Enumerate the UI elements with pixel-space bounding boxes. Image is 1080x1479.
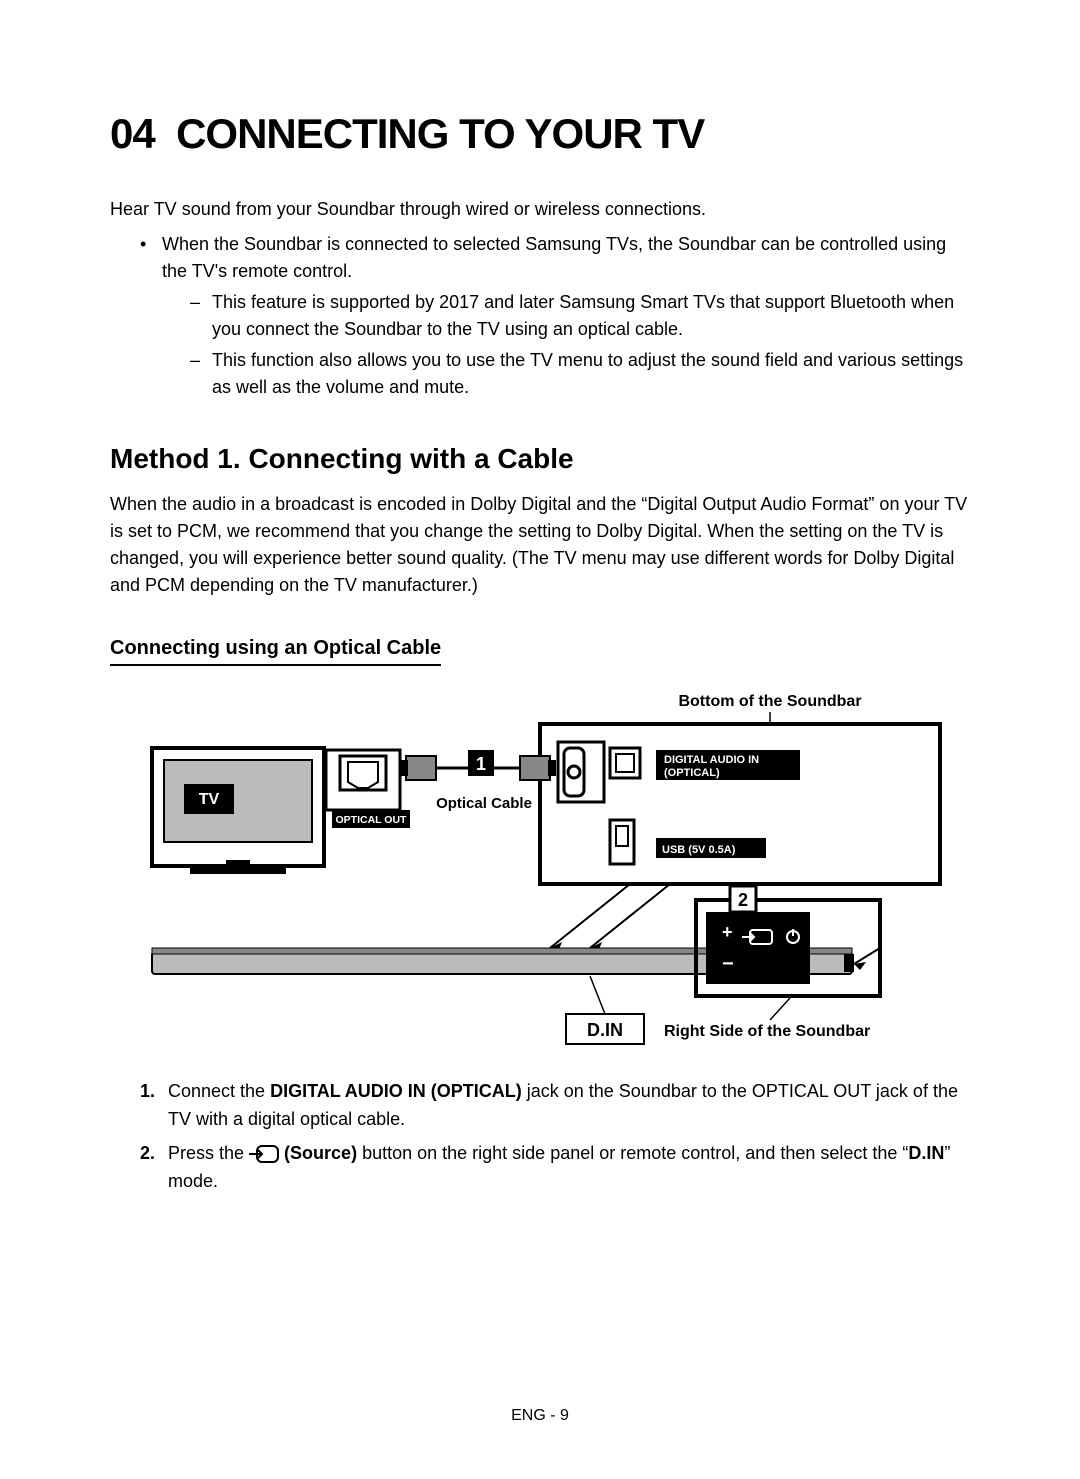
marker-2: 2 <box>738 890 748 910</box>
usb-label: USB (5V 0.5A) <box>662 844 736 856</box>
sub-heading: Connecting using an Optical Cable <box>110 637 441 666</box>
svg-text:+: + <box>722 922 733 942</box>
section-title: 04 CONNECTING TO YOUR TV <box>110 110 970 158</box>
method-text: When the audio in a broadcast is encoded… <box>110 491 970 599</box>
step-bold: DIGITAL AUDIO IN (OPTICAL) <box>270 1081 522 1101</box>
step-number: 2. <box>140 1140 155 1168</box>
optical-cable-label: Optical Cable <box>436 795 532 812</box>
connection-diagram: Bottom of the Soundbar DIGITAL AUDIO IN … <box>110 690 970 1050</box>
page-footer: ENG - 9 <box>0 1407 1080 1425</box>
bullet-list: When the Soundbar is connected to select… <box>110 231 970 401</box>
source-icon <box>249 1145 279 1163</box>
intro-text: Hear TV sound from your Soundbar through… <box>110 196 970 223</box>
marker-1: 1 <box>476 754 486 774</box>
step-text: Press the <box>168 1143 249 1163</box>
optical-out-label: OPTICAL OUT <box>336 814 408 826</box>
section-title-text: CONNECTING TO YOUR TV <box>176 110 704 157</box>
dash-item: This feature is supported by 2017 and la… <box>190 289 970 343</box>
din-label: D.IN <box>587 1020 623 1040</box>
step-bold: (Source) <box>279 1143 357 1163</box>
step-number: 1. <box>140 1078 155 1106</box>
steps-list: 1. Connect the DIGITAL AUDIO IN (OPTICAL… <box>110 1078 970 1196</box>
step-item: 2. Press the (Source) button on the righ… <box>140 1140 970 1196</box>
step-text: Connect the <box>168 1081 270 1101</box>
bullet-text: When the Soundbar is connected to select… <box>162 234 946 281</box>
method-title: Method 1. Connecting with a Cable <box>110 443 970 475</box>
digital-in-label-1: DIGITAL AUDIO IN <box>664 754 759 766</box>
step-item: 1. Connect the DIGITAL AUDIO IN (OPTICAL… <box>140 1078 970 1134</box>
section-number: 04 <box>110 110 155 157</box>
top-soundbar-label: Bottom of the Soundbar <box>678 693 861 710</box>
step-text: button on the right side panel or remote… <box>357 1143 908 1163</box>
svg-text:−: − <box>722 953 734 975</box>
tv-label: TV <box>199 791 220 808</box>
dash-item: This function also allows you to use the… <box>190 347 970 401</box>
right-side-label: Right Side of the Soundbar <box>664 1023 870 1040</box>
digital-in-label-2: (OPTICAL) <box>664 767 720 779</box>
dash-list: This feature is supported by 2017 and la… <box>162 289 970 401</box>
diagram-svg: Bottom of the Soundbar DIGITAL AUDIO IN … <box>110 690 970 1050</box>
step-bold: D.IN <box>908 1143 944 1163</box>
bullet-item: When the Soundbar is connected to select… <box>140 231 970 401</box>
